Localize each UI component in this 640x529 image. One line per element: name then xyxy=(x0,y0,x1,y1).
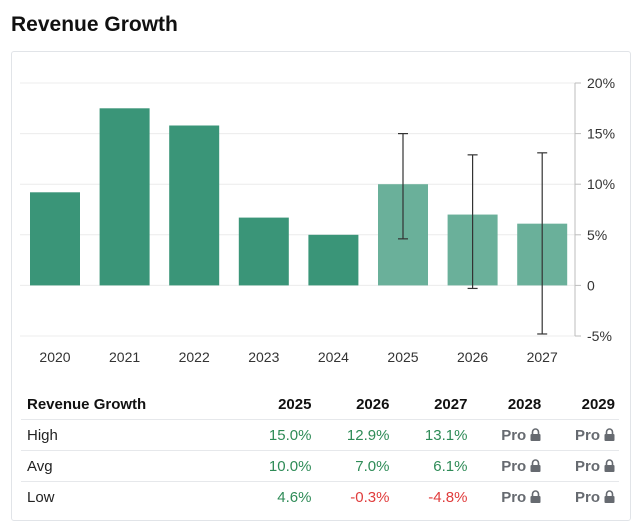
table-row: Low 4.6% -0.3% -4.8% Pro Pro xyxy=(21,481,619,512)
x-tick-label: 2020 xyxy=(39,349,70,365)
y-tick-label: 5% xyxy=(587,227,607,243)
bar xyxy=(238,217,289,286)
cell-value: 6.1% xyxy=(433,457,468,475)
lock-icon xyxy=(530,458,541,472)
table-cell: 13.1% xyxy=(393,419,472,451)
table-cell: 15.0% xyxy=(237,419,316,451)
row-label: Low xyxy=(21,481,238,512)
bar-layer xyxy=(30,108,568,286)
y-tick-label: 0 xyxy=(587,277,595,293)
cell-value: 12.9% xyxy=(346,426,390,444)
table-header-row: Revenue Growth 2025 2026 2027 2028 2029 xyxy=(21,389,619,420)
revenue-growth-chart: 20% 15% 10% 5% 0 -5% 2020 2021 2022 2023 2024 2025 2… xyxy=(20,75,615,365)
revenue-growth-table: Revenue Growth 2025 2026 2027 2028 2029 … xyxy=(21,389,619,512)
table-cell: -4.8% xyxy=(393,481,472,512)
x-tick-label: 2027 xyxy=(527,349,558,365)
pro-label: Pro xyxy=(501,488,527,506)
pro-label: Pro xyxy=(501,426,527,444)
x-tick-label: 2025 xyxy=(387,349,418,365)
table-header-year: 2026 xyxy=(356,395,390,413)
table-cell: 6.1% xyxy=(393,450,472,482)
pro-label: Pro xyxy=(574,488,600,506)
page-title: Revenue Growth xyxy=(11,13,178,36)
cell-value: -4.8% xyxy=(428,488,468,506)
cell-value: 4.6% xyxy=(277,488,312,506)
table-cell: 10.0% xyxy=(237,450,316,482)
pro-locked-cell[interactable]: Pro xyxy=(471,419,546,451)
cell-value: 15.0% xyxy=(268,426,312,444)
bar xyxy=(308,234,359,286)
y-tick-label: 15% xyxy=(587,126,615,142)
lock-icon xyxy=(530,427,541,441)
lock-icon xyxy=(530,489,541,503)
cell-value: 13.1% xyxy=(424,426,468,444)
cell-value: 10.0% xyxy=(268,457,312,475)
pro-locked-cell[interactable]: Pro xyxy=(545,419,619,451)
y-tick-label: -5% xyxy=(587,328,612,344)
x-tick-label: 2022 xyxy=(179,349,210,365)
pro-label: Pro xyxy=(574,457,600,475)
bar xyxy=(169,125,220,286)
table-cell: -0.3% xyxy=(315,481,394,512)
lock-icon xyxy=(604,489,615,503)
x-tick-label: 2024 xyxy=(318,349,349,365)
table-header-label: Revenue Growth xyxy=(27,395,147,413)
table-cell: 7.0% xyxy=(315,450,394,482)
bar xyxy=(30,192,80,286)
row-label: Avg xyxy=(21,450,238,482)
table-header-year: 2025 xyxy=(278,395,312,413)
table-cell: 12.9% xyxy=(315,419,394,451)
error-bar-layer xyxy=(398,133,548,335)
table-header-year: 2029 xyxy=(581,395,615,413)
x-tick-label: 2026 xyxy=(457,349,488,365)
table-header-year: 2028 xyxy=(507,395,542,413)
table-cell: 4.6% xyxy=(237,481,316,512)
table-row: Avg 10.0% 7.0% 6.1% Pro Pro xyxy=(21,450,619,482)
x-tick-label: 2023 xyxy=(248,349,279,365)
pro-locked-cell[interactable]: Pro xyxy=(545,481,619,512)
table-row: High 15.0% 12.9% 13.1% Pro Pro xyxy=(21,419,619,451)
row-label: High xyxy=(21,419,238,451)
pro-locked-cell[interactable]: Pro xyxy=(471,450,546,482)
bar xyxy=(99,108,150,286)
axis-layer: 20% 15% 10% 5% 0 -5% 2020 2021 2022 2023 2024 2025 2… xyxy=(39,75,615,365)
cell-value: 7.0% xyxy=(355,457,390,475)
pro-locked-cell[interactable]: Pro xyxy=(545,450,619,482)
y-tick-label: 20% xyxy=(587,75,615,91)
table-header-year: 2027 xyxy=(434,395,468,413)
x-tick-label: 2021 xyxy=(109,349,140,365)
pro-label: Pro xyxy=(574,426,600,444)
cell-value: -0.3% xyxy=(350,488,390,506)
y-tick-label: 10% xyxy=(587,176,615,192)
lock-icon xyxy=(604,427,615,441)
lock-icon xyxy=(604,458,615,472)
pro-label: Pro xyxy=(501,457,527,475)
pro-locked-cell[interactable]: Pro xyxy=(471,481,546,512)
